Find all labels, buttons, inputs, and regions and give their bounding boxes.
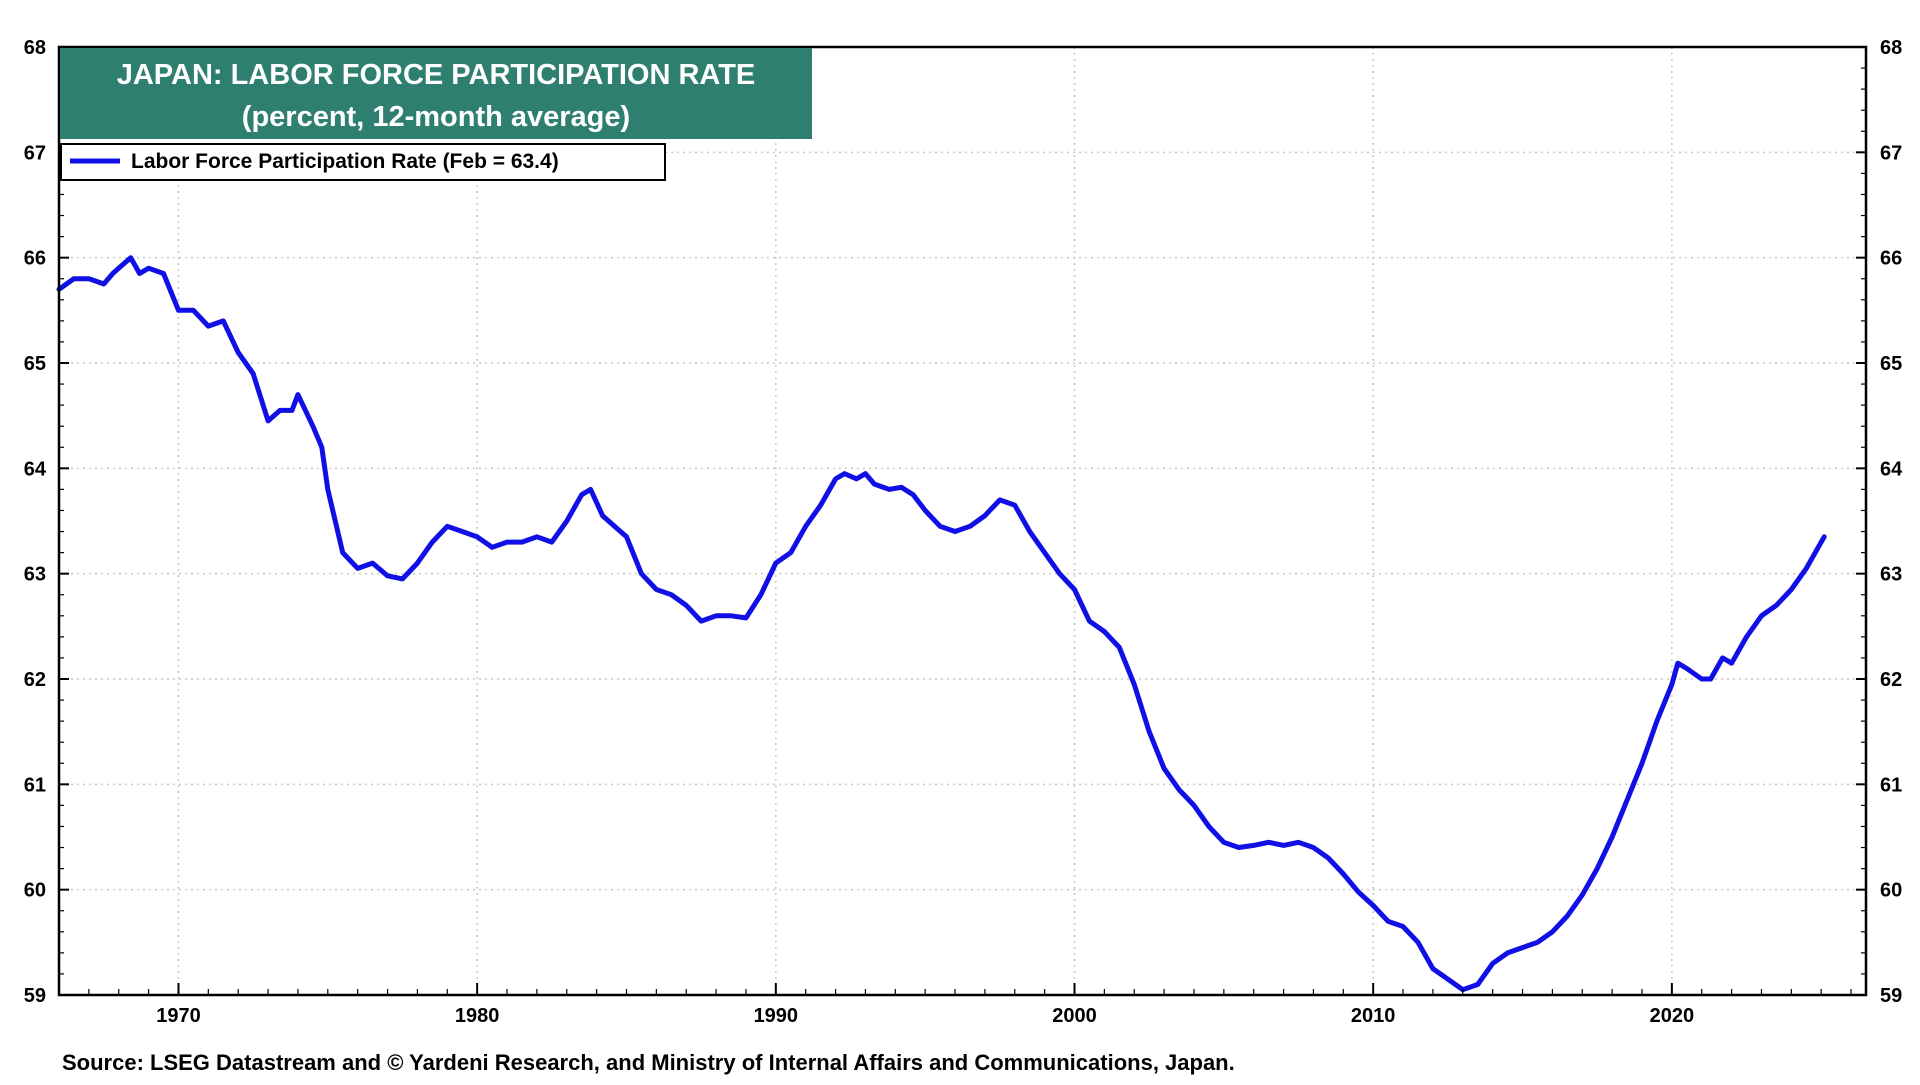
y-tick-label-right: 59 [1880,985,1902,1007]
y-tick-label-left: 67 [24,142,46,164]
x-tick-label: 2020 [1650,1005,1695,1027]
y-tick-label-left: 66 [24,248,46,270]
y-tick-label-left: 68 [24,37,46,59]
series-layer [56,255,1827,993]
y-tick-label-right: 61 [1880,774,1902,796]
grid-layer [59,47,1866,995]
y-tick-label-right: 68 [1880,37,1902,59]
x-tick-label: 2010 [1351,1005,1396,1027]
series-line [56,255,1827,993]
y-tick-label-left: 60 [24,880,46,902]
y-tick-label-right: 60 [1880,880,1902,902]
y-tick-label-left: 61 [24,774,46,796]
y-tick-label-left: 63 [24,564,46,586]
title-background [60,48,812,139]
y-tick-label-right: 66 [1880,248,1902,270]
x-tick-label: 1980 [455,1005,500,1027]
legend-background [60,143,666,181]
y-tick-label-left: 62 [24,669,46,691]
legend-label: Labor Force Participation Rate (Feb = 63… [131,150,559,173]
title-box: JAPAN: LABOR FORCE PARTICIPATION RATE (p… [60,48,812,139]
y-tick-label-right: 63 [1880,564,1902,586]
y-tick-label-left: 59 [24,985,46,1007]
y-tick-label-right: 65 [1880,353,1902,375]
x-tick-label: 1990 [754,1005,799,1027]
chart-subtitle: (percent, 12-month average) [242,101,630,133]
y-tick-label-right: 67 [1880,142,1902,164]
plot-frame [57,45,1868,997]
y-tick-label-right: 64 [1880,458,1903,480]
x-tick-label: 1970 [156,1005,201,1027]
chart-title: JAPAN: LABOR FORCE PARTICIPATION RATE [117,59,756,91]
source-note: Source: LSEG Datastream and © Yardeni Re… [62,1050,1235,1075]
y-tick-label-left: 64 [24,458,47,480]
x-tick-label: 2000 [1052,1005,1097,1027]
legend: Labor Force Participation Rate (Feb = 63… [60,143,666,181]
y-tick-label-right: 62 [1880,669,1902,691]
y-tick-label-left: 65 [24,353,46,375]
axis-layer: 59 59 60 60 61 61 62 62 63 63 64 64 65 65 66 66 67 67 68 68… [24,37,1903,1027]
